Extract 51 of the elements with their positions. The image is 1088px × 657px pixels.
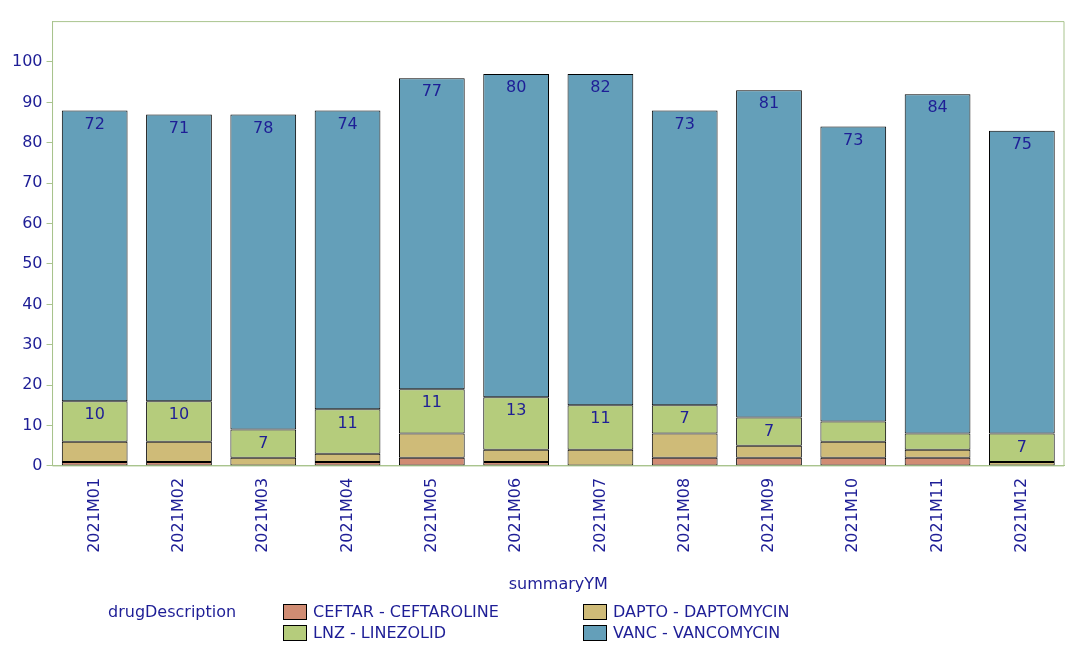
x-tick-label: 2021M02 <box>168 477 188 553</box>
x-tick-label: 2021M06 <box>505 477 525 553</box>
data-label: 73 <box>674 113 695 133</box>
x-tick-label: 2021M11 <box>926 477 946 553</box>
data-label: 10 <box>84 404 105 424</box>
x-tick-label: 2021M01 <box>83 477 103 553</box>
legend-label: LNZ - LINEZOLID <box>313 623 447 642</box>
data-label: 11 <box>590 408 611 428</box>
data-label: 84 <box>927 97 948 117</box>
data-label: 10 <box>168 404 190 424</box>
x-tick-label: 2021M09 <box>758 477 778 553</box>
data-label: 77 <box>421 81 443 101</box>
y-tick-label: 70 <box>22 172 43 192</box>
x-tick-label: 2021M08 <box>673 477 693 553</box>
y-tick-label: 30 <box>22 333 43 353</box>
data-label: 11 <box>421 392 443 412</box>
y-tick-label: 60 <box>22 212 43 232</box>
data-label: 74 <box>337 113 358 133</box>
data-label: 80 <box>505 77 527 97</box>
y-tick-label: 20 <box>22 374 43 394</box>
x-tick-label: 2021M07 <box>589 477 609 553</box>
x-tick-label: 2021M10 <box>842 477 862 553</box>
data-label: 11 <box>337 412 358 432</box>
legend-title: drugDescription <box>108 602 238 621</box>
data-label: 78 <box>253 117 274 137</box>
legend-label: DAPTO - DAPTOMYCIN <box>613 602 790 621</box>
y-tick-label: 0 <box>32 455 43 475</box>
y-tick-label: 80 <box>22 131 43 151</box>
y-tick-label: 10 <box>22 414 43 434</box>
x-tick-label: 2021M04 <box>336 477 356 553</box>
y-tick-label: 40 <box>22 293 43 313</box>
data-label: 81 <box>758 93 780 113</box>
y-tick-label: 90 <box>22 91 43 111</box>
y-tick-label: 100 <box>11 51 43 71</box>
data-label: 7 <box>763 420 775 440</box>
x-tick-label: 2021M03 <box>252 477 272 553</box>
y-tick-label: 50 <box>22 253 43 273</box>
data-label: 72 <box>84 113 105 133</box>
legend-label: VANC - VANCOMYCIN <box>613 623 781 642</box>
data-label: 13 <box>505 400 527 420</box>
data-label: 75 <box>1011 133 1033 153</box>
data-label: 7 <box>1016 436 1027 456</box>
x-tick-label: 2021M12 <box>1011 477 1031 553</box>
data-label: 7 <box>679 408 690 428</box>
data-label: 7 <box>258 432 269 452</box>
data-label: 82 <box>590 77 611 97</box>
x-tick-label: 2021M05 <box>420 477 440 553</box>
data-label: 73 <box>843 129 864 149</box>
legend-label: CEFTAR - CEFTAROLINE <box>313 602 499 621</box>
data-label: 71 <box>168 117 190 137</box>
x-axis-title: summaryYM <box>508 573 608 593</box>
